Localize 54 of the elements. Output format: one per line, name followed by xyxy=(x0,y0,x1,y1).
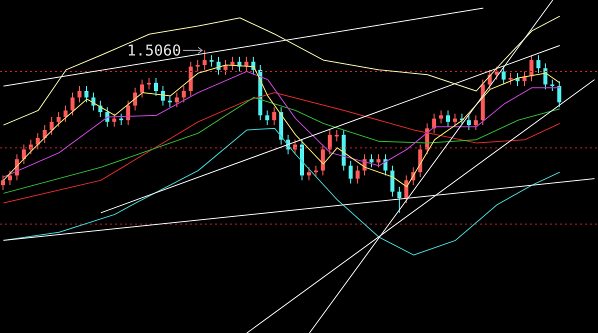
candlestick xyxy=(77,86,82,103)
candlestick xyxy=(390,165,394,198)
candlestick xyxy=(328,129,332,155)
candlestick xyxy=(196,60,200,72)
candlestick xyxy=(557,80,562,108)
candlestick xyxy=(529,54,534,82)
candlestick xyxy=(356,165,360,184)
candlestick xyxy=(28,139,33,155)
candlestick xyxy=(383,154,388,176)
candlestick xyxy=(348,160,353,184)
candlestick xyxy=(1,174,5,191)
candlestick xyxy=(376,154,380,168)
candlestick xyxy=(50,116,54,136)
annotation: 1.5060 xyxy=(126,41,182,60)
candlestick xyxy=(439,110,444,124)
candlestick xyxy=(550,79,554,92)
candlestick xyxy=(320,144,325,176)
candlestick xyxy=(70,92,75,116)
candlestick xyxy=(64,105,68,122)
candlestick xyxy=(272,106,276,126)
candlestick xyxy=(126,100,130,126)
candlestick xyxy=(334,129,339,142)
candlestick xyxy=(202,50,207,70)
candlestick xyxy=(140,79,144,98)
candlestick xyxy=(84,86,88,103)
candlestick xyxy=(466,114,471,130)
candlestick xyxy=(119,113,124,126)
candlestick xyxy=(147,77,152,90)
candlestick xyxy=(432,113,436,134)
candlestick xyxy=(370,154,374,168)
candlestick xyxy=(293,139,298,155)
candlestick xyxy=(306,166,311,181)
candlestick xyxy=(314,165,318,178)
candlestick xyxy=(543,62,548,90)
candlestick xyxy=(105,106,110,128)
candlestick xyxy=(418,144,422,178)
candlestick xyxy=(474,114,478,130)
candlestick xyxy=(56,112,61,128)
candlestick xyxy=(168,95,172,108)
candlestick xyxy=(174,92,179,108)
candlestick xyxy=(502,66,506,85)
candlestick xyxy=(8,170,12,186)
candlestick xyxy=(230,56,234,70)
candlestick xyxy=(216,56,221,76)
candlestick xyxy=(446,110,450,128)
candlestick xyxy=(397,186,402,214)
candlestick xyxy=(210,54,214,68)
candlestick xyxy=(265,110,270,126)
candlestick xyxy=(154,77,158,96)
candlestick xyxy=(112,113,116,128)
candlestick xyxy=(508,72,513,85)
candlestick xyxy=(536,54,540,74)
candlestick xyxy=(182,86,186,103)
candlestick xyxy=(452,113,457,128)
